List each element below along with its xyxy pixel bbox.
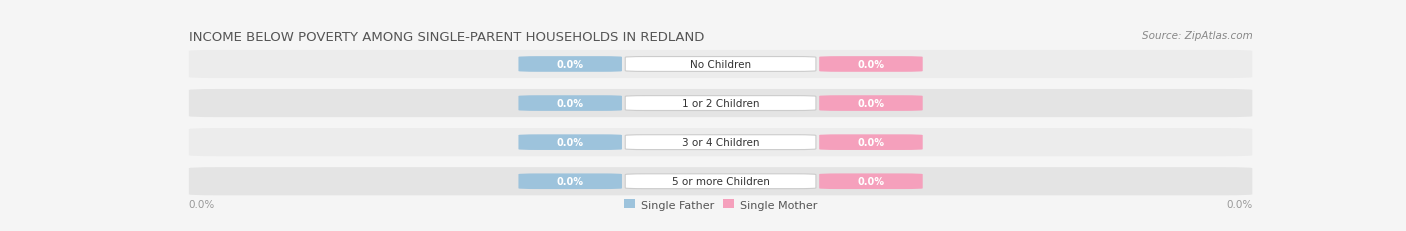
- FancyBboxPatch shape: [188, 90, 1253, 118]
- Text: 0.0%: 0.0%: [1226, 199, 1253, 209]
- Text: Source: ZipAtlas.com: Source: ZipAtlas.com: [1142, 30, 1253, 40]
- FancyBboxPatch shape: [626, 96, 815, 111]
- Text: No Children: No Children: [690, 60, 751, 70]
- Text: 0.0%: 0.0%: [858, 137, 884, 148]
- FancyBboxPatch shape: [626, 135, 815, 150]
- Text: 0.0%: 0.0%: [557, 176, 583, 186]
- FancyBboxPatch shape: [519, 96, 621, 111]
- FancyBboxPatch shape: [820, 174, 922, 189]
- FancyBboxPatch shape: [626, 174, 815, 189]
- Text: 0.0%: 0.0%: [858, 99, 884, 109]
- FancyBboxPatch shape: [519, 174, 621, 189]
- FancyBboxPatch shape: [188, 51, 1253, 79]
- Text: 5 or more Children: 5 or more Children: [672, 176, 769, 186]
- Text: 0.0%: 0.0%: [557, 137, 583, 148]
- FancyBboxPatch shape: [820, 57, 922, 73]
- Text: INCOME BELOW POVERTY AMONG SINGLE-PARENT HOUSEHOLDS IN REDLAND: INCOME BELOW POVERTY AMONG SINGLE-PARENT…: [188, 30, 704, 43]
- FancyBboxPatch shape: [188, 128, 1253, 157]
- Text: 0.0%: 0.0%: [858, 60, 884, 70]
- Text: 3 or 4 Children: 3 or 4 Children: [682, 137, 759, 148]
- Text: 1 or 2 Children: 1 or 2 Children: [682, 99, 759, 109]
- FancyBboxPatch shape: [188, 167, 1253, 195]
- FancyBboxPatch shape: [519, 57, 621, 73]
- Text: 0.0%: 0.0%: [188, 199, 215, 209]
- Text: 0.0%: 0.0%: [557, 99, 583, 109]
- FancyBboxPatch shape: [820, 135, 922, 150]
- Legend: Single Father, Single Mother: Single Father, Single Mother: [620, 195, 821, 214]
- FancyBboxPatch shape: [820, 96, 922, 111]
- FancyBboxPatch shape: [519, 135, 621, 150]
- FancyBboxPatch shape: [626, 57, 815, 72]
- Text: 0.0%: 0.0%: [858, 176, 884, 186]
- Text: 0.0%: 0.0%: [557, 60, 583, 70]
